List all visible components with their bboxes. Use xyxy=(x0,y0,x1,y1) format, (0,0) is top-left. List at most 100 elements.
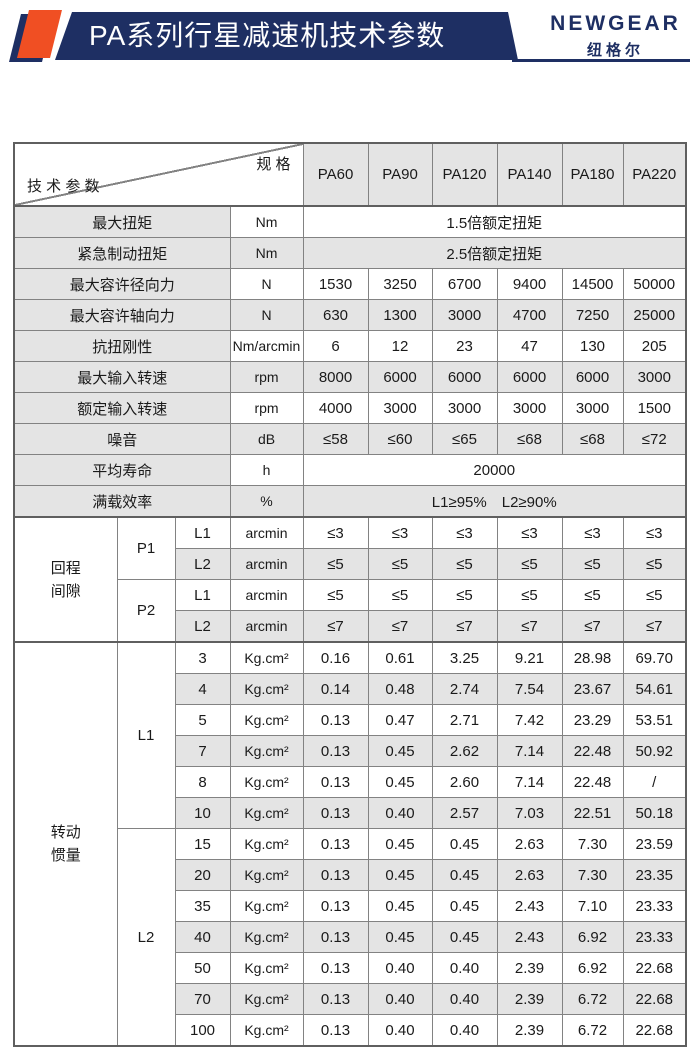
ratio-cell: 50 xyxy=(174,952,231,984)
merged-value-cell: 1.5倍额定扭矩 xyxy=(302,205,687,238)
ratio-cell: 8 xyxy=(174,766,231,798)
table-row: 抗扭刚性 Nm/arcmin 6 12 23 47 130 205 xyxy=(13,330,687,362)
value-cell: ≤3 xyxy=(367,516,433,549)
table-row: 满载效率 % L1≥95% L2≥90% xyxy=(13,485,687,518)
value-cell: 0.61 xyxy=(367,641,433,674)
value-cell: 6.92 xyxy=(561,921,624,953)
value-cell: 2.57 xyxy=(431,797,498,829)
value-cell: 0.40 xyxy=(367,983,433,1015)
row-label: 最大扭矩 xyxy=(13,205,231,238)
row-label: 最大容许轴向力 xyxy=(13,299,231,331)
value-cell: 12 xyxy=(367,330,433,362)
value-cell: 6000 xyxy=(431,361,498,393)
table-row: L2 arcmin ≤5 ≤5 ≤5 ≤5 ≤5 ≤5 xyxy=(14,548,687,580)
table-row: 噪音 dB ≤58 ≤60 ≤65 ≤68 ≤68 ≤72 xyxy=(13,423,687,455)
unit-cell: Kg.cm² xyxy=(229,797,304,829)
value-cell: 2.63 xyxy=(496,828,563,860)
brand-name-en: NEWGEAR xyxy=(550,12,681,35)
value-cell: ≤5 xyxy=(367,548,433,580)
value-cell: 0.40 xyxy=(431,952,498,984)
table-row: 平均寿命 h 20000 xyxy=(13,454,687,486)
unit-cell: Nm xyxy=(229,237,304,269)
value-cell: / xyxy=(622,766,687,798)
value-cell: 7.30 xyxy=(561,859,624,891)
row-label: 紧急制动扭矩 xyxy=(13,237,231,269)
value-cell: 22.51 xyxy=(561,797,624,829)
value-cell: 23.33 xyxy=(622,890,687,922)
value-cell: ≤5 xyxy=(622,548,687,580)
value-cell: 0.45 xyxy=(367,859,433,891)
value-cell: ≤5 xyxy=(496,548,563,580)
value-cell: 0.13 xyxy=(302,797,369,829)
row-label: 抗扭刚性 xyxy=(13,330,231,362)
value-cell: 0.40 xyxy=(367,797,433,829)
unit-cell: h xyxy=(229,454,304,486)
value-cell: 25000 xyxy=(622,299,687,331)
ratio-cell: 10 xyxy=(174,797,231,829)
merged-value-cell: 2.5倍额定扭矩 xyxy=(302,237,687,269)
value-cell: 23.35 xyxy=(622,859,687,891)
unit-cell: rpm xyxy=(229,392,304,424)
ratio-cell: 7 xyxy=(174,735,231,767)
unit-cell: Kg.cm² xyxy=(229,890,304,922)
value-cell: ≤5 xyxy=(496,579,563,611)
model-header: PA60 xyxy=(302,142,369,207)
ratio-cell: 35 xyxy=(174,890,231,922)
level-cell: L1 xyxy=(174,516,231,549)
unit-cell: N xyxy=(229,268,304,300)
value-cell: 0.40 xyxy=(367,1014,433,1047)
value-cell: 7.14 xyxy=(496,735,563,767)
value-cell: 4700 xyxy=(496,299,563,331)
value-cell: ≤7 xyxy=(431,610,498,643)
value-cell: 50000 xyxy=(622,268,687,300)
value-cell: 0.45 xyxy=(367,766,433,798)
unit-cell: arcmin xyxy=(229,516,304,549)
value-cell: 2.74 xyxy=(431,673,498,705)
value-cell: 0.13 xyxy=(302,735,369,767)
value-cell: ≤7 xyxy=(302,610,369,643)
unit-cell: Kg.cm² xyxy=(229,766,304,798)
value-cell: 3000 xyxy=(496,392,563,424)
value-cell: 28.98 xyxy=(561,641,624,674)
value-cell: 2.60 xyxy=(431,766,498,798)
value-cell: 6.72 xyxy=(561,1014,624,1047)
table-row: 最大输入转速 rpm 8000 6000 6000 6000 6000 3000 xyxy=(13,361,687,393)
table-row: 转动 惯量 L1 3 Kg.cm² 0.16 0.61 3.25 9.21 28… xyxy=(13,641,687,1047)
page-header: PA系列行星减速机技术参数 NEWGEAR 纽格尔 xyxy=(0,0,700,80)
value-cell: 6000 xyxy=(496,361,563,393)
value-cell: 0.40 xyxy=(431,983,498,1015)
row-label: 额定输入转速 xyxy=(13,392,231,424)
value-cell: 0.40 xyxy=(431,1014,498,1047)
table-row: P2 L1 arcmin ≤5 ≤5 ≤5 ≤5 ≤5 ≤5 xyxy=(14,579,687,643)
model-header: PA140 xyxy=(496,142,563,207)
value-cell: 9400 xyxy=(496,268,563,300)
value-cell: ≤5 xyxy=(302,548,369,580)
level-group-cell: L2 xyxy=(116,828,176,1047)
unit-cell: Nm xyxy=(229,205,304,238)
value-cell: ≤3 xyxy=(431,516,498,549)
value-cell: ≤5 xyxy=(302,579,369,611)
value-cell: 23.67 xyxy=(561,673,624,705)
value-cell: 47 xyxy=(496,330,563,362)
backlash-label-line1: 回程 xyxy=(50,559,81,577)
inertia-section-label: 转动 惯量 xyxy=(13,641,118,1047)
value-cell: 0.45 xyxy=(367,921,433,953)
value-cell: 0.45 xyxy=(367,735,433,767)
table-row: 5 Kg.cm² 0.13 0.47 2.71 7.42 23.29 53.51 xyxy=(14,704,687,736)
table-row: 20 Kg.cm² 0.13 0.45 0.45 2.63 7.30 23.35 xyxy=(14,859,687,891)
value-cell: 0.13 xyxy=(302,921,369,953)
backlash-section-label: 回程 间隙 xyxy=(13,516,118,643)
value-cell: 1530 xyxy=(302,268,369,300)
value-cell: ≤68 xyxy=(496,423,563,455)
value-cell: 3000 xyxy=(367,392,433,424)
ratio-cell: 3 xyxy=(174,641,231,674)
value-cell: ≤72 xyxy=(622,423,687,455)
value-cell: 0.16 xyxy=(302,641,369,674)
value-cell: 50.92 xyxy=(622,735,687,767)
value-cell: 0.48 xyxy=(367,673,433,705)
value-cell: 8000 xyxy=(302,361,369,393)
table-row: 最大容许轴向力 N 630 1300 3000 4700 7250 25000 xyxy=(13,299,687,331)
value-cell: ≤3 xyxy=(561,516,624,549)
value-cell: ≤5 xyxy=(561,579,624,611)
value-cell: 7.42 xyxy=(496,704,563,736)
